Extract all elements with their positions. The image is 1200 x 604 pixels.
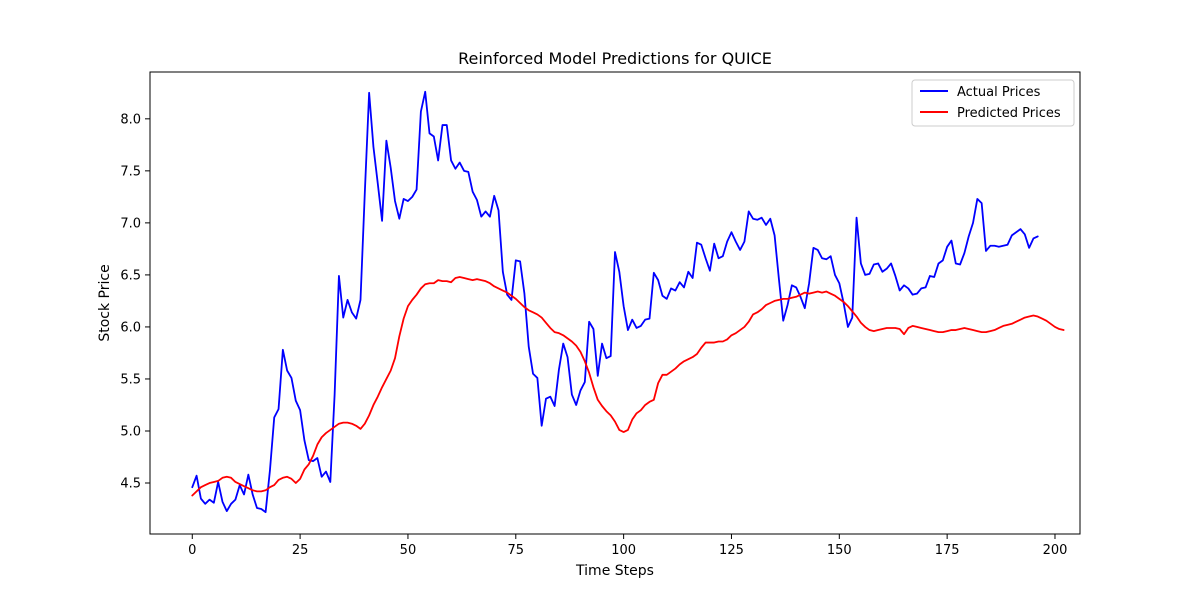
x-axis: 0 25 50 75 100 125 150 175 200 [188, 534, 1067, 558]
legend: Actual Prices Predicted Prices [911, 79, 1075, 127]
x-tick-label: 50 [400, 543, 417, 558]
y-tick-label: 4.5 [120, 477, 141, 492]
x-tick-label: 100 [611, 543, 636, 558]
series-line-actual-prices [191, 90, 1039, 514]
x-tick-label: 25 [292, 543, 309, 558]
x-tick-label: 125 [719, 543, 744, 558]
x-tick-label: 0 [188, 543, 196, 558]
x-tick-label: 200 [1043, 543, 1068, 558]
y-tick-label: 8.0 [120, 112, 141, 127]
legend-frame [911, 79, 1075, 127]
legend-label-predicted: Predicted Prices [957, 106, 1061, 121]
y-tick-label: 7.0 [120, 216, 141, 231]
y-tick-label: 6.0 [120, 320, 141, 335]
y-tick-label: 7.5 [120, 164, 141, 179]
x-tick-label: 75 [508, 543, 525, 558]
y-axis: 4.5 5.0 5.5 6.0 6.5 7.0 7.5 8.0 [120, 112, 150, 492]
series-line-predicted-prices [191, 276, 1065, 497]
chart-title: Reinforced Model Predictions for QUICE [458, 49, 772, 68]
y-axis-label: Stock Price [97, 264, 113, 341]
x-axis-label: Time Steps [575, 563, 654, 579]
x-tick-label: 175 [935, 543, 960, 558]
series-layer [191, 90, 1065, 514]
x-tick-label: 150 [827, 543, 852, 558]
plot-frame [149, 71, 1081, 535]
y-tick-label: 6.5 [120, 268, 141, 283]
plot-area [150, 72, 1080, 534]
y-tick-label: 5.0 [120, 424, 141, 439]
legend-label-actual: Actual Prices [957, 85, 1041, 100]
y-tick-label: 5.5 [120, 372, 141, 387]
